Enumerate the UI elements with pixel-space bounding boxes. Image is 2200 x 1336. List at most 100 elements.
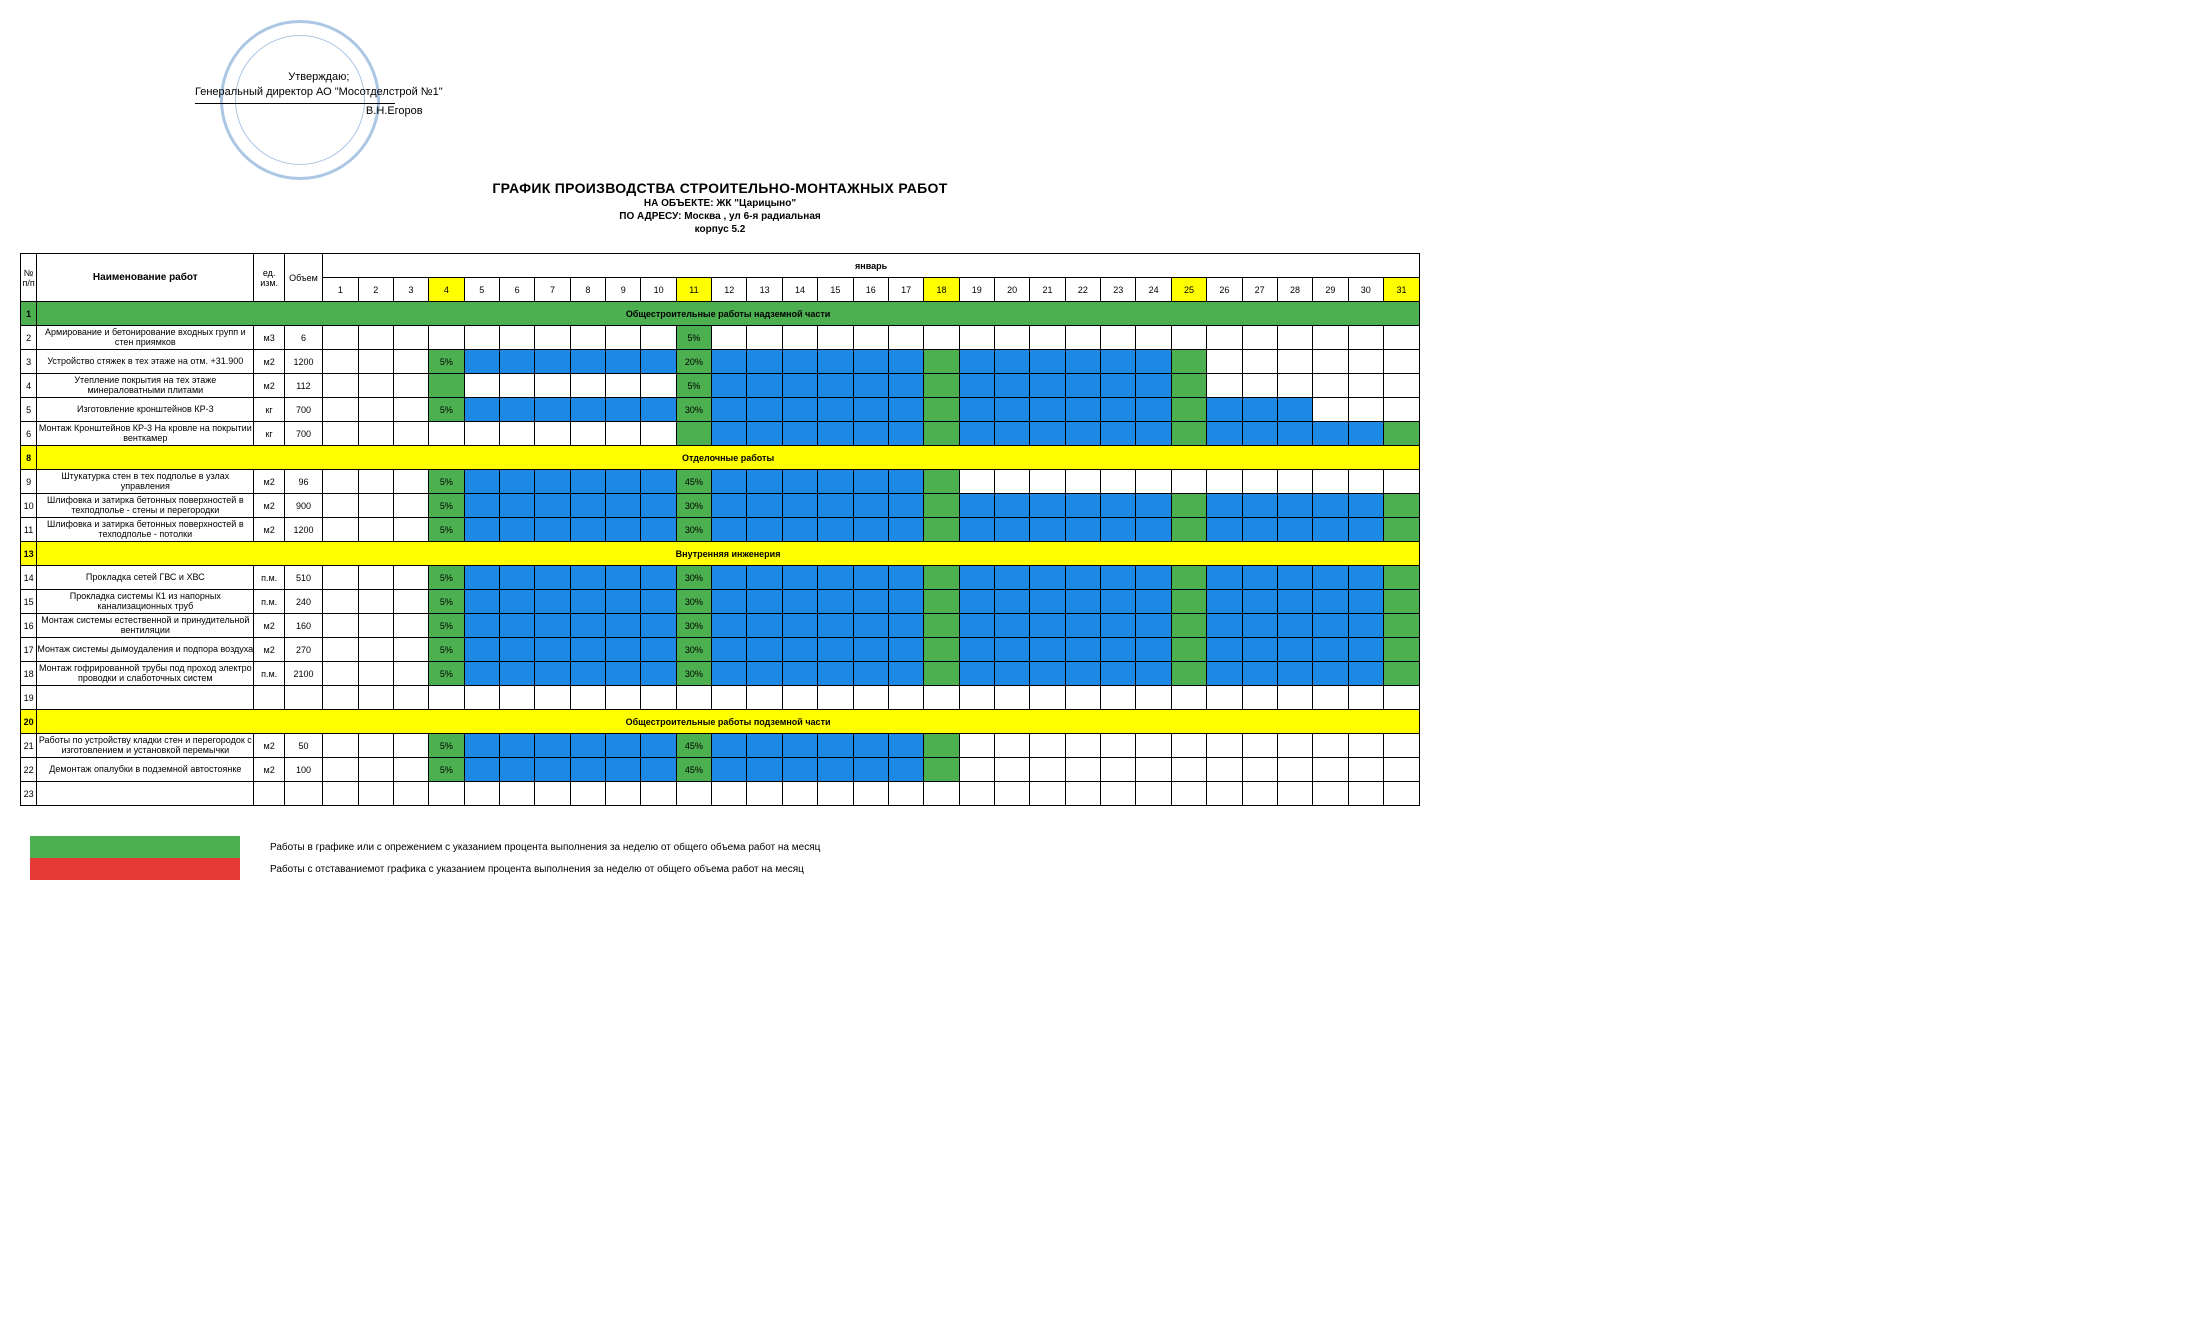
- gantt-cell: [747, 470, 782, 494]
- gantt-cell: [959, 470, 994, 494]
- gantt-cell: [747, 590, 782, 614]
- gantt-cell: [535, 734, 570, 758]
- gantt-cell: [1101, 638, 1136, 662]
- task-unit: м2: [254, 470, 284, 494]
- col-month: январь: [323, 254, 1420, 278]
- gantt-cell: 5%: [429, 590, 464, 614]
- gantt-cell: [323, 470, 358, 494]
- gantt-cell: [888, 398, 923, 422]
- gantt-cell: [1277, 398, 1312, 422]
- task-volume: 96: [284, 470, 322, 494]
- task-unit: п.м.: [254, 590, 284, 614]
- gantt-cell: [1030, 782, 1065, 806]
- task-row: 22Демонтаж опалубки в подземной автостоя…: [21, 758, 1420, 782]
- task-num: 14: [21, 566, 37, 590]
- task-unit: кг: [254, 422, 284, 446]
- gantt-cell: [959, 326, 994, 350]
- task-num: 17: [21, 638, 37, 662]
- gantt-cell: [1171, 326, 1206, 350]
- gantt-cell: [1136, 758, 1171, 782]
- gantt-cell: [429, 782, 464, 806]
- gantt-cell: [1277, 662, 1312, 686]
- section-row: 1Общестроительные работы надземной части: [21, 302, 1420, 326]
- gantt-cell: [1171, 758, 1206, 782]
- gantt-cell: [499, 614, 534, 638]
- gantt-cell: [1207, 782, 1242, 806]
- gantt-cell: [747, 566, 782, 590]
- gantt-cell: [1383, 398, 1419, 422]
- gantt-cell: [464, 662, 499, 686]
- gantt-cell: [924, 518, 959, 542]
- day-header: 18: [924, 278, 959, 302]
- gantt-cell: [1101, 326, 1136, 350]
- gantt-cell: [1277, 566, 1312, 590]
- gantt-cell: [1101, 470, 1136, 494]
- gantt-cell: [853, 326, 888, 350]
- day-header: 26: [1207, 278, 1242, 302]
- gantt-cell: [1313, 374, 1348, 398]
- task-num: 23: [21, 782, 37, 806]
- gantt-cell: [1207, 638, 1242, 662]
- gantt-cell: [1383, 494, 1419, 518]
- gantt-cell: [323, 350, 358, 374]
- gantt-cell: [747, 758, 782, 782]
- gantt-cell: [1313, 422, 1348, 446]
- gantt-cell: [464, 326, 499, 350]
- day-header: 22: [1065, 278, 1100, 302]
- gantt-cell: [1383, 782, 1419, 806]
- gantt-cell: [1136, 662, 1171, 686]
- task-volume: 510: [284, 566, 322, 590]
- gantt-cell: [464, 494, 499, 518]
- day-header: 11: [676, 278, 711, 302]
- gantt-cell: [1065, 422, 1100, 446]
- gantt-cell: [1030, 470, 1065, 494]
- gantt-cell: [606, 662, 641, 686]
- gantt-cell: [1348, 326, 1383, 350]
- gantt-cell: [1348, 590, 1383, 614]
- gantt-cell: [393, 470, 428, 494]
- gantt-cell: [1348, 758, 1383, 782]
- gantt-cell: [464, 686, 499, 710]
- gantt-cell: [641, 350, 676, 374]
- gantt-cell: [1030, 398, 1065, 422]
- gantt-cell: [499, 662, 534, 686]
- gantt-cell: [1030, 494, 1065, 518]
- gantt-cell: [1277, 782, 1312, 806]
- gantt-cell: [818, 590, 853, 614]
- gantt-cell: [535, 662, 570, 686]
- day-header: 25: [1171, 278, 1206, 302]
- task-num: 19: [21, 686, 37, 710]
- gantt-cell: [570, 518, 605, 542]
- section-row: 20Общестроительные работы подземной част…: [21, 710, 1420, 734]
- gantt-cell: [924, 758, 959, 782]
- gantt-cell: [1242, 566, 1277, 590]
- gantt-cell: [499, 638, 534, 662]
- gantt-cell: [1207, 494, 1242, 518]
- gantt-cell: [499, 422, 534, 446]
- gantt-cell: [606, 518, 641, 542]
- gantt-cell: 30%: [676, 638, 711, 662]
- legend-text-red: Работы с отставаниемот графика с указани…: [270, 864, 804, 875]
- task-name: Монтаж системы дымоудаления и подпора во…: [37, 638, 254, 662]
- task-name: Монтаж системы естественной и принудител…: [37, 614, 254, 638]
- gantt-cell: [606, 590, 641, 614]
- gantt-cell: [959, 614, 994, 638]
- gantt-cell: [1171, 614, 1206, 638]
- gantt-cell: [641, 566, 676, 590]
- gantt-cell: [323, 758, 358, 782]
- gantt-cell: [959, 494, 994, 518]
- gantt-cell: [818, 494, 853, 518]
- gantt-cell: [1242, 662, 1277, 686]
- gantt-cell: [429, 422, 464, 446]
- gantt-cell: 30%: [676, 614, 711, 638]
- day-header: 6: [499, 278, 534, 302]
- gantt-cell: [393, 398, 428, 422]
- gantt-cell: [1383, 590, 1419, 614]
- gantt-cell: [782, 398, 817, 422]
- gantt-cell: [1383, 518, 1419, 542]
- gantt-cell: [1136, 398, 1171, 422]
- gantt-cell: [641, 758, 676, 782]
- task-row: 23: [21, 782, 1420, 806]
- task-row: 10Шлифовка и затирка бетонных поверхност…: [21, 494, 1420, 518]
- gantt-cell: [1383, 758, 1419, 782]
